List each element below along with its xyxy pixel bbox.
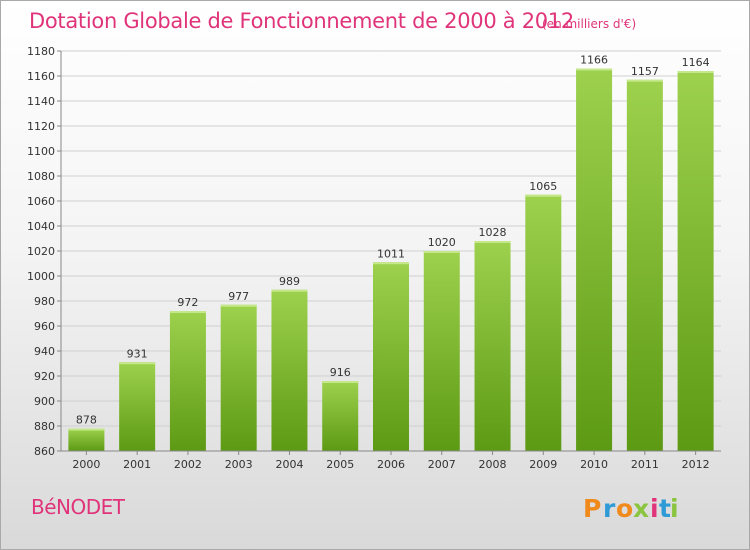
y-tick-label: 880 (34, 420, 55, 433)
bar-top-highlight (525, 194, 562, 197)
bar-2000 (68, 428, 105, 451)
value-label-2001: 931 (127, 347, 148, 360)
value-label-2010: 1166 (580, 54, 608, 67)
value-label-2009: 1065 (529, 180, 557, 193)
x-tick-label-2003: 2003 (225, 458, 253, 471)
bar-2003 (220, 304, 257, 451)
axes: 860 880 900 920 940 960 980 1000 1020 1040 1060 108… (27, 45, 721, 471)
y-tick-label: 1020 (27, 245, 55, 258)
bar-top-highlight (169, 311, 206, 313)
x-tick-label-2001: 2001 (123, 458, 151, 471)
value-label-2008: 1028 (479, 226, 507, 239)
y-tick-label: 1160 (27, 70, 55, 83)
value-label-2005: 916 (330, 366, 351, 379)
y-tick-label: 1080 (27, 170, 55, 183)
y-tick-label: 1120 (27, 120, 55, 133)
y-tick-label: 920 (34, 370, 55, 383)
bar-top-highlight (373, 262, 409, 265)
bar-top-highlight (576, 68, 613, 71)
bar-top-highlight (423, 251, 460, 253)
logo-letter: i (670, 494, 679, 523)
x-tick-label-2012: 2012 (682, 458, 710, 471)
commune-name: BéNODET (31, 495, 125, 519)
y-tick-label: 1040 (27, 220, 55, 233)
y-tick-label: 1140 (27, 95, 55, 108)
x-tick-label-2000: 2000 (72, 458, 100, 471)
logo-letter: i (650, 494, 659, 523)
unit-label: (en milliers d'€) (542, 17, 637, 31)
x-tick-label-2002: 2002 (174, 458, 202, 471)
bar-top-highlight (220, 304, 257, 307)
x-tick-label-2006: 2006 (377, 458, 405, 471)
value-label-2011: 1157 (631, 65, 659, 78)
bars: 878 931 972 977 989 916 1011 1020 1028 1065 1166 11… (68, 54, 714, 451)
bar-2002 (169, 311, 206, 451)
bar-2005 (322, 381, 359, 451)
bar-2010 (576, 68, 613, 451)
y-tick-label: 1060 (27, 195, 55, 208)
bar-2009 (525, 194, 562, 451)
bar-2011 (626, 79, 663, 451)
bar-2008 (474, 241, 511, 451)
bar-top-highlight (677, 71, 714, 73)
bar-top-highlight (68, 428, 105, 431)
x-tick-label-2004: 2004 (275, 458, 303, 471)
logo-letter: r (603, 494, 616, 523)
chart-title: Dotation Globale de Fonctionnement de 20… (29, 9, 574, 33)
value-label-2000: 878 (76, 414, 97, 427)
bar-top-highlight (626, 79, 663, 82)
logo-letter: x (633, 494, 649, 523)
bar-2001 (119, 362, 156, 451)
bar-2012 (677, 71, 714, 451)
bar-top-highlight (322, 381, 359, 383)
x-tick-label-2007: 2007 (428, 458, 456, 471)
bar-2006 (373, 262, 409, 451)
logo-letter: t (659, 494, 671, 523)
y-tick-label: 860 (34, 445, 55, 458)
y-tick-label: 940 (34, 345, 55, 358)
logo-letter: P (583, 494, 601, 523)
value-label-2003: 977 (228, 290, 249, 303)
x-tick-label-2009: 2009 (529, 458, 557, 471)
y-tick-label: 1000 (27, 270, 55, 283)
bar-top-highlight (474, 241, 511, 243)
x-tick-label-2010: 2010 (580, 458, 608, 471)
x-tick-label-2005: 2005 (326, 458, 354, 471)
y-tick-label: 900 (34, 395, 55, 408)
x-tick-label-2011: 2011 (631, 458, 659, 471)
bar-top-highlight (271, 289, 308, 292)
logo-letter: o (616, 494, 633, 523)
value-label-2002: 972 (177, 296, 198, 309)
y-tick-label: 960 (34, 320, 55, 333)
y-tick-label: 980 (34, 295, 55, 308)
bar-2007 (423, 251, 460, 451)
value-label-2007: 1020 (428, 236, 456, 249)
y-tick-label: 1100 (27, 145, 55, 158)
value-label-2012: 1164 (682, 56, 710, 69)
value-label-2006: 1011 (377, 247, 405, 260)
bar-top-highlight (119, 362, 156, 365)
value-label-2004: 989 (279, 275, 300, 288)
x-tick-label-2008: 2008 (479, 458, 507, 471)
y-tick-label: 1180 (27, 45, 55, 58)
bar-2004 (271, 289, 308, 451)
